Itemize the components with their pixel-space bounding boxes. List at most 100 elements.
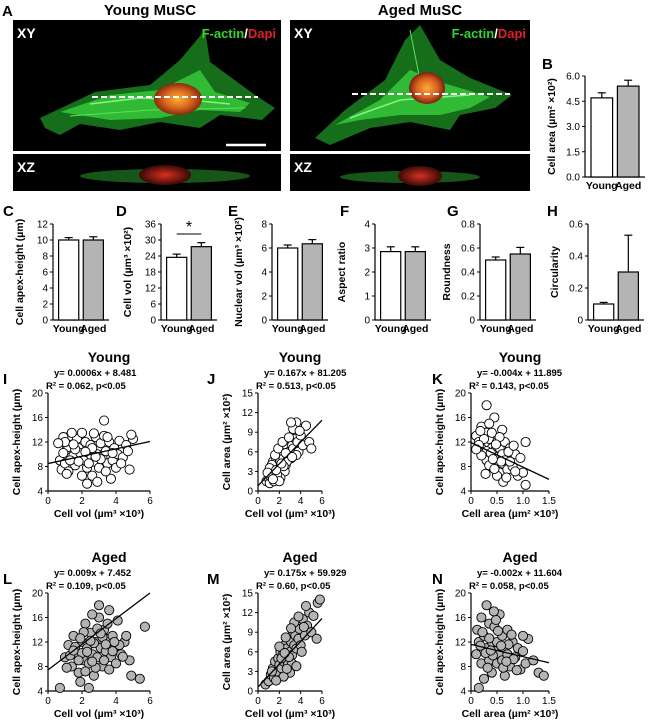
x-tick-label: 0 xyxy=(468,496,474,507)
bar-aged xyxy=(82,239,104,321)
data-point xyxy=(105,473,116,484)
data-point xyxy=(276,458,287,469)
chart-title: Aged xyxy=(503,549,538,565)
bar-aged xyxy=(190,246,213,321)
data-point xyxy=(139,621,150,632)
data-point xyxy=(291,661,302,672)
x-tick-label: 0.5 xyxy=(490,696,504,707)
bar-aged xyxy=(616,85,640,178)
panel-label-B: B xyxy=(542,56,553,73)
panel-label-I: I xyxy=(3,371,7,388)
y-tick-label: 4 xyxy=(364,220,370,231)
y-tick-label: 20 xyxy=(32,589,44,600)
data-point xyxy=(99,415,110,426)
data-point xyxy=(126,670,137,681)
data-point xyxy=(88,428,99,439)
data-point xyxy=(281,663,292,674)
data-point xyxy=(306,627,317,638)
y-tick-label: 0 xyxy=(364,316,370,327)
data-point xyxy=(104,664,115,675)
x-tick-label: 1.0 xyxy=(516,496,530,507)
aged-xy-label: XY xyxy=(294,25,313,41)
category-label: Young xyxy=(161,323,193,335)
bar-young xyxy=(485,259,507,321)
y-tick-label: 8 xyxy=(460,462,466,473)
fit-equation: y= 0.167x + 81.205 xyxy=(264,368,347,379)
panel-label-D: D xyxy=(116,203,127,220)
panel-label-E: E xyxy=(228,203,238,220)
data-point xyxy=(100,639,111,650)
y-tick-label: 0.6 xyxy=(461,244,475,255)
y-tick-label: 4 xyxy=(460,487,466,498)
data-point xyxy=(80,446,91,457)
y-tick-label: 4 xyxy=(37,687,43,698)
x-tick-label: 6 xyxy=(147,696,153,707)
y-axis-label: Cell vol (µm³ ×10²) xyxy=(122,227,134,317)
category-label: Aged xyxy=(188,323,214,335)
y-tick-label: 12 xyxy=(455,438,467,449)
data-point xyxy=(73,655,84,666)
bar-aged xyxy=(617,271,639,321)
young-xy-image xyxy=(13,20,281,151)
y-tick-label: 12 xyxy=(145,284,157,295)
data-point xyxy=(501,656,512,667)
panel-label-N: N xyxy=(432,571,443,588)
x-tick-label: 0 xyxy=(45,496,51,507)
data-point xyxy=(75,676,86,687)
fit-line xyxy=(470,643,550,664)
x-tick-label: 4 xyxy=(113,696,119,707)
category-label: Aged xyxy=(80,323,106,335)
y-tick-label: 16 xyxy=(32,613,44,624)
data-point xyxy=(102,432,113,443)
data-point xyxy=(492,625,504,637)
data-point xyxy=(517,646,529,657)
x-tick-label: 2 xyxy=(79,696,85,707)
fit-line xyxy=(257,419,323,487)
aged-stain-dapi: Dapi xyxy=(498,26,526,41)
x-axis-label: Cell vol (µm³ ×10³) xyxy=(54,508,144,520)
x-tick-label: 6 xyxy=(319,696,325,707)
y-tick-label: 2 xyxy=(42,300,48,311)
bar-young xyxy=(590,97,614,178)
y-tick-label: 9 xyxy=(247,628,253,639)
data-point xyxy=(508,440,519,451)
fit-line xyxy=(470,442,550,480)
y-tick-label: 2 xyxy=(261,292,267,303)
data-point xyxy=(82,646,93,657)
data-point xyxy=(110,658,122,669)
y-tick-label: 3 xyxy=(364,244,370,255)
y-tick-label: 12 xyxy=(32,638,44,649)
y-tick-label: 9 xyxy=(247,428,253,439)
x-tick-label: 0 xyxy=(468,696,474,707)
data-point xyxy=(109,636,120,648)
data-point xyxy=(287,451,298,463)
y-tick-label: 4 xyxy=(261,268,267,279)
significance-star: * xyxy=(186,219,192,236)
data-point xyxy=(87,656,98,667)
y-tick-label: 1.5 xyxy=(566,147,580,158)
fit-equation: y= 0.175x + 59.929 xyxy=(264,568,346,579)
data-point xyxy=(286,417,297,428)
data-point xyxy=(515,452,526,463)
x-tick-label: 4 xyxy=(298,496,304,507)
y-tick-label: 8 xyxy=(37,662,43,673)
data-point xyxy=(484,418,495,429)
y-tick-label: 36 xyxy=(145,220,157,231)
data-point xyxy=(83,682,94,693)
fit-r2: R² = 0.062, p<0.05 xyxy=(46,381,126,392)
x-tick-label: 0 xyxy=(255,696,261,707)
young-xz-image xyxy=(13,154,281,191)
y-tick-label: 4.5 xyxy=(566,97,580,108)
category-label: Young xyxy=(375,323,407,335)
data-point xyxy=(279,648,290,659)
data-point xyxy=(314,594,325,605)
data-point xyxy=(476,612,487,623)
y-tick-label: 4 xyxy=(460,687,466,698)
data-point xyxy=(510,466,521,477)
y-tick-label: 6 xyxy=(261,244,267,255)
y-tick-label: 20 xyxy=(455,389,467,400)
x-tick-label: 0.5 xyxy=(490,496,504,507)
bar-panel-D: 0 6 12 18 24 30 36 Cell vol (µm³ ×10²) YoungAged… xyxy=(122,219,217,335)
